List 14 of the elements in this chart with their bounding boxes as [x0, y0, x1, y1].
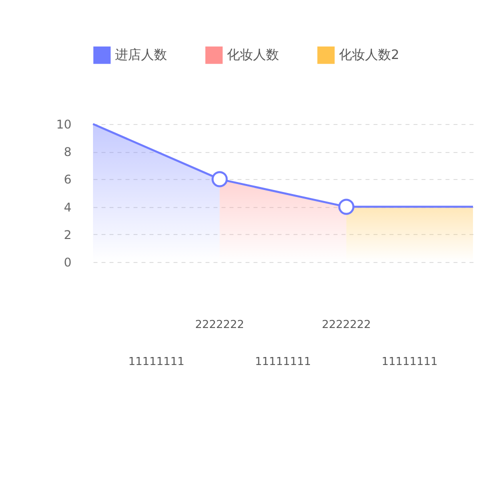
text: 11111111 — [255, 355, 311, 368]
y-tick-label: 10 — [56, 118, 72, 132]
text: 2222222 — [322, 318, 371, 331]
legend-label: 进店人数 — [115, 47, 167, 64]
legend-label: 化妆人数2 — [339, 48, 400, 64]
y-tick-label: 6 — [64, 172, 72, 187]
text: 2222222 — [195, 318, 244, 331]
y-tick-label: 2 — [64, 228, 72, 242]
y-tick-label: 8 — [64, 145, 72, 160]
text: 11111111 — [128, 355, 184, 368]
y-tick-label: 4 — [64, 200, 72, 214]
y-tick-label: 0 — [64, 256, 72, 270]
legend-label: 化妆人数 — [227, 48, 279, 64]
text: 11111111 — [382, 355, 438, 368]
